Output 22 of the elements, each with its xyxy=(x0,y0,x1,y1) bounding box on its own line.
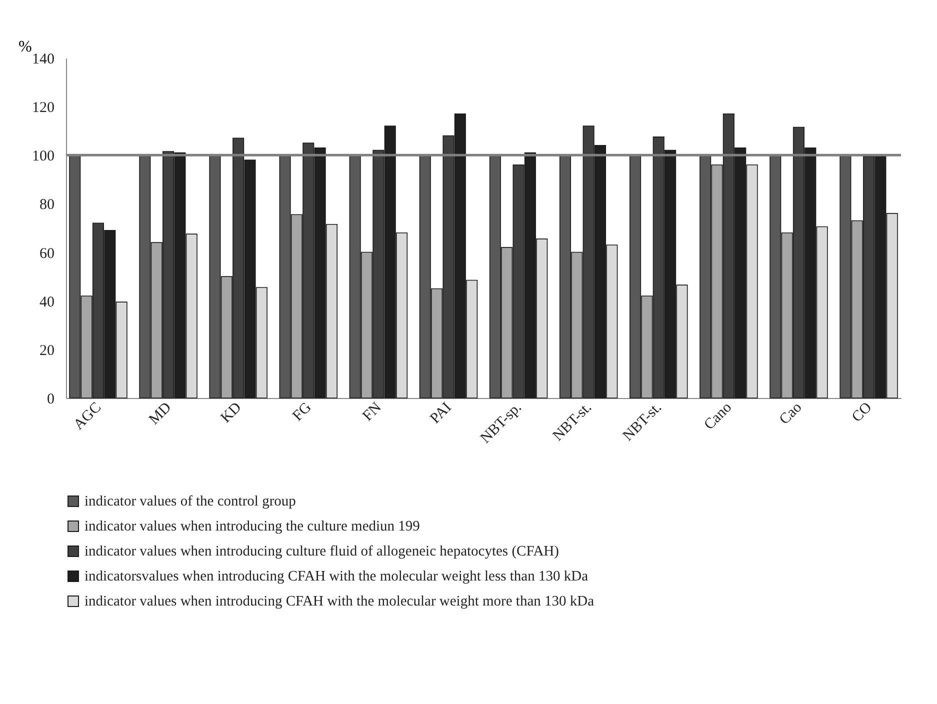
x-tick-label: FG xyxy=(290,399,315,424)
x-tick-label: MD xyxy=(146,399,175,428)
x-tick-label: FN xyxy=(360,399,385,424)
x-tick-label: CO xyxy=(849,399,876,426)
y-tick-label: 40 xyxy=(40,294,54,310)
legend-label: indicator values when introducing the culture mediun 199 xyxy=(84,518,420,534)
x-tick-label: Cano xyxy=(701,400,736,434)
y-tick-label: 60 xyxy=(40,246,54,262)
x-tick-label: KD xyxy=(218,399,245,426)
x-tick-label: Cao xyxy=(776,400,806,428)
y-tick-label: 20 xyxy=(40,342,54,359)
y-axis-title: % xyxy=(18,38,32,56)
x-tick-label: PAI xyxy=(427,400,455,427)
y-tick-label: 0 xyxy=(47,392,54,408)
y-tick-label: 140 xyxy=(32,52,54,68)
legend-label: indicator values when introducing culture fluid of allogeneic hepatocytes (CFAH) xyxy=(84,543,560,560)
legend-label: indicatorsvalues when introducing CFAH with the molecular weight less than 130 kDa xyxy=(84,568,589,584)
legend-label: indicator values of the control group xyxy=(84,493,296,510)
legend-label: indicator values when introducing CFAH with the molecular weight more than 130 kDa xyxy=(84,593,595,610)
y-tick-label: 80 xyxy=(40,197,54,214)
y-tick-label: 120 xyxy=(32,100,54,116)
y-tick-label: 100 xyxy=(32,148,54,165)
